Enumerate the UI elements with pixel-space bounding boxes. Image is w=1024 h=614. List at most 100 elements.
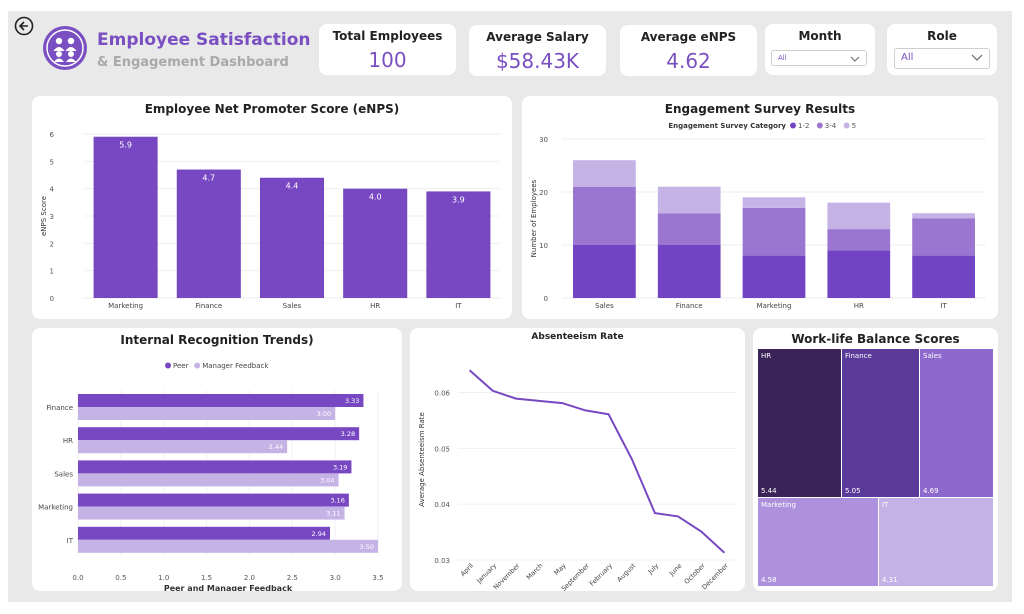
bar-segment <box>573 245 636 298</box>
bar <box>426 191 491 298</box>
treemap-tile[interactable]: Sales 4.69 <box>920 349 993 497</box>
bar-segment <box>573 160 636 187</box>
y-tick-label: 0.06 <box>434 390 450 398</box>
y-axis-label: Number of Employees <box>530 179 538 257</box>
x-tick-label: April <box>459 562 475 578</box>
y-tick-label: Finance <box>46 404 73 412</box>
absenteeism-chart: 0.03 0.04 0.05 0.06 Average Absenteeism Rate… <box>418 369 736 591</box>
y-tick-label: 0.05 <box>434 445 450 453</box>
bar <box>78 506 345 520</box>
bar-segment <box>657 245 721 298</box>
treemap-tile-name: HR <box>761 352 772 360</box>
x-tick-label: Finance <box>676 302 703 310</box>
month-selected-value: All <box>778 54 787 62</box>
y-tick-label: HR <box>63 437 73 445</box>
bar <box>343 188 408 298</box>
legend-marker <box>790 122 796 129</box>
treemap-tile-value: 5.44 <box>761 487 777 495</box>
engagement-chart-card: Engagement Survey Results Engagement Sur… <box>522 96 998 319</box>
treemap-tile-value: 4.58 <box>761 576 777 584</box>
data-label: 2.94 <box>312 530 326 538</box>
treemap-tile[interactable]: Finance 5.05 <box>842 349 919 497</box>
y-tick-label: 2 <box>50 240 54 248</box>
recognition-chart-title: Internal Recognition Trends) <box>120 333 314 347</box>
y-tick-label: 4 <box>50 186 55 194</box>
y-tick-label: Marketing <box>38 504 73 512</box>
y-tick-label: 5 <box>50 158 54 166</box>
x-tick-label: May <box>552 562 567 577</box>
treemap-tile-value: 4.69 <box>923 487 939 495</box>
bar-segment <box>827 250 891 298</box>
bar <box>176 169 241 298</box>
legend-label: 1-2 <box>798 122 809 130</box>
legend-label: Manager Feedback <box>202 362 269 370</box>
y-tick-label: 30 <box>539 136 548 144</box>
y-tick-label: 0.04 <box>434 501 450 509</box>
bar <box>78 407 336 420</box>
bar <box>259 177 325 298</box>
y-tick-label: 1 <box>50 268 54 276</box>
x-tick-label: Sales <box>283 302 302 310</box>
data-label: 3.00 <box>317 410 331 418</box>
treemap-tile[interactable]: IT 4.31 <box>879 498 993 586</box>
x-tick-label: 1.0 <box>158 574 169 582</box>
x-tick-label: 3.0 <box>330 574 341 582</box>
data-label: 4.0 <box>369 193 382 202</box>
absenteeism-line <box>468 369 726 554</box>
kpi-average-salary: Average Salary $58.43K <box>469 25 606 76</box>
x-tick-label: HR <box>854 302 864 310</box>
treemap-tile[interactable]: HR 5.44 <box>758 349 841 497</box>
bar <box>78 427 360 441</box>
data-label: 3.9 <box>452 195 465 204</box>
enps-chart: 0 1 2 3 4 5 6 eNPS Score 5.9 Marketing 4.7 Finance 4… <box>40 131 500 310</box>
bar-segment <box>912 218 975 256</box>
treemap-tile[interactable]: Marketing 4.58 <box>758 498 878 586</box>
kpi-label: Average eNPS <box>640 30 737 44</box>
absenteeism-chart-title: Absenteeism Rate <box>531 332 624 342</box>
absenteeism-chart-card: Absenteeism Rate 0.03 0.04 0.05 0.06 Average… <box>410 328 745 591</box>
worklife-chart-card: Work-life Balance Scores HR 5.44 Finance 5.… <box>753 328 998 591</box>
bar-segment <box>742 197 806 208</box>
y-tick-label: 0 <box>544 295 548 303</box>
enps-chart-card: Employee Net Promoter Score (eNPS) 0 1 2 3 4… <box>32 96 512 319</box>
chevron-down-icon <box>850 56 860 62</box>
legend-label: 3-4 <box>825 122 837 130</box>
y-tick-label: 20 <box>539 189 548 197</box>
x-tick-label: 0.0 <box>72 574 83 582</box>
x-tick-label: 3.5 <box>372 574 383 582</box>
y-tick-label: 0.03 <box>434 557 450 565</box>
data-label: 2.44 <box>269 443 283 451</box>
dashboard-title: Employee Satisfaction <box>97 30 311 50</box>
engagement-chart: Engagement Survey Category 1-2 3-4 5 0 10 20 30… <box>530 122 986 310</box>
x-tick-label: March <box>525 562 545 582</box>
back-button[interactable] <box>14 16 34 36</box>
y-tick-label: Sales <box>54 470 73 478</box>
y-tick-label: 3 <box>50 213 54 221</box>
worklife-treemap: HR 5.44 Finance 5.05 Sales 4.69 Marketing 4.58 I… <box>758 349 993 586</box>
y-tick-label: IT <box>67 537 74 545</box>
bar <box>78 473 339 487</box>
role-dropdown[interactable]: All <box>894 48 990 69</box>
x-tick-label: 2.5 <box>287 574 298 582</box>
kpi-value: 100 <box>368 48 407 72</box>
bar-segment <box>827 202 891 230</box>
dashboard-subtitle: & Engagement Dashboard <box>97 55 289 70</box>
y-axis-label: Average Absenteeism Rate <box>418 412 426 507</box>
role-slicer: Role All <box>887 24 997 75</box>
recognition-chart-card: Internal Recognition Trends) Peer Manager… <box>32 328 402 591</box>
treemap-tile-name: Sales <box>923 352 942 360</box>
kpi-average-enps: Average eNPS 4.62 <box>620 25 757 76</box>
treemap-tile-name: Finance <box>845 352 872 360</box>
x-tick-label: Sales <box>595 302 614 310</box>
role-slicer-label: Role <box>927 29 957 43</box>
logo <box>42 25 88 71</box>
month-dropdown[interactable]: All <box>771 50 867 66</box>
kpi-value: 4.62 <box>666 49 711 73</box>
y-axis-label: eNPS Score <box>40 196 48 236</box>
kpi-label: Total Employees <box>332 29 443 43</box>
data-label: 3.28 <box>341 430 355 438</box>
x-tick-label: February <box>588 562 614 588</box>
data-label: 4.7 <box>202 174 215 183</box>
x-tick-label: 2.0 <box>244 574 255 582</box>
bar-segment <box>827 229 891 251</box>
